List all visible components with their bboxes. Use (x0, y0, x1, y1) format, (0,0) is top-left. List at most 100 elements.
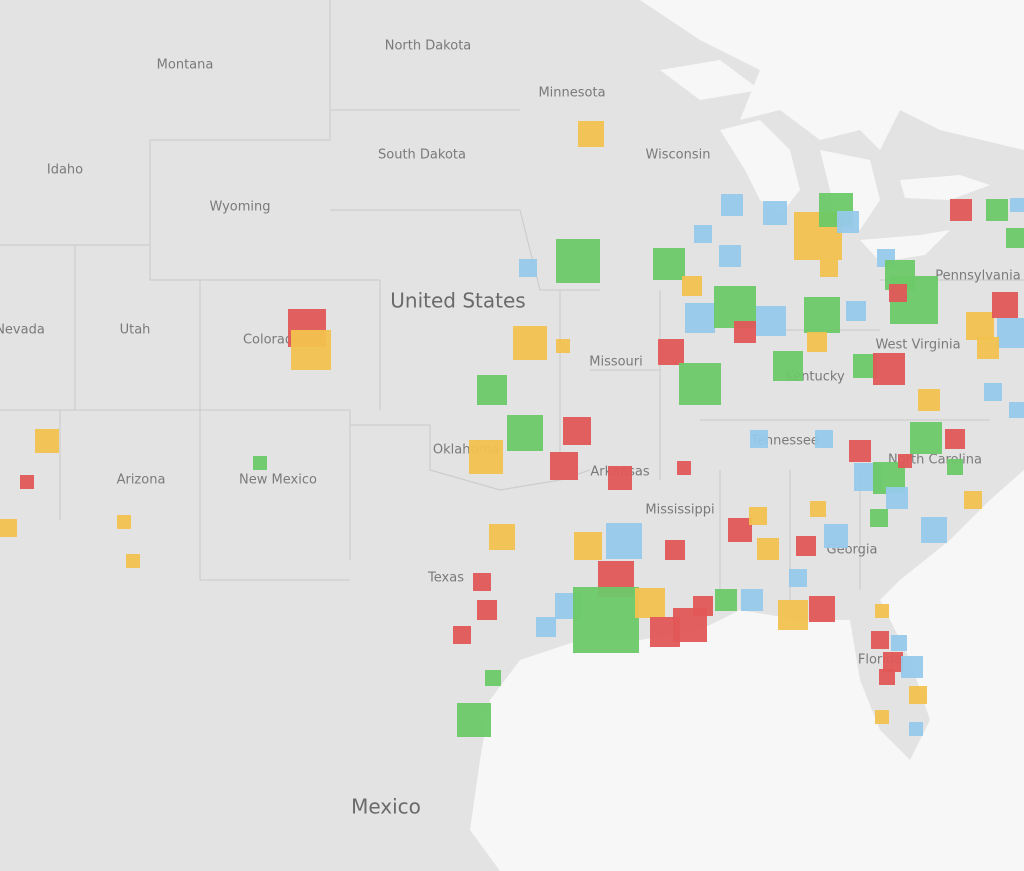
state-label: Minnesota (538, 86, 605, 101)
marker (556, 239, 600, 283)
marker (749, 507, 767, 525)
marker (550, 452, 578, 480)
marker (1006, 228, 1024, 248)
marker (849, 440, 871, 462)
marker (870, 509, 888, 527)
marker (809, 596, 835, 622)
marker (489, 524, 515, 550)
marker (682, 276, 702, 296)
marker (477, 600, 497, 620)
marker (796, 536, 816, 556)
marker (871, 631, 889, 649)
marker (889, 284, 907, 302)
marker (898, 454, 912, 468)
marker (0, 519, 17, 537)
marker (750, 430, 768, 448)
state-label: Mississippi (645, 503, 714, 518)
state-label: Pennsylvania (935, 269, 1020, 284)
marker (947, 459, 963, 475)
marker (773, 351, 803, 381)
marker (126, 554, 140, 568)
country-label: Mexico (351, 795, 421, 819)
marker (719, 245, 741, 267)
marker (291, 330, 331, 370)
marker (986, 199, 1008, 221)
marker (756, 306, 786, 336)
marker (728, 518, 752, 542)
state-label: South Dakota (378, 148, 466, 163)
marker (875, 604, 889, 618)
marker (909, 686, 927, 704)
marker (536, 617, 556, 637)
marker (679, 363, 721, 405)
marker (608, 466, 632, 490)
marker (901, 656, 923, 678)
marker (945, 429, 965, 449)
state-label: New Mexico (239, 473, 317, 488)
marker (574, 532, 602, 560)
marker (873, 353, 905, 385)
marker (789, 569, 807, 587)
marker (886, 487, 908, 509)
state-label: Nevada (0, 323, 45, 338)
marker (964, 491, 982, 509)
marker (815, 430, 833, 448)
state-label: Idaho (47, 163, 83, 178)
marker (997, 318, 1024, 348)
marker (950, 199, 972, 221)
marker (804, 297, 840, 333)
marker (556, 339, 570, 353)
marker (453, 626, 471, 644)
marker (513, 326, 547, 360)
marker (891, 635, 907, 651)
state-label: Utah (120, 323, 151, 338)
marker (741, 589, 763, 611)
state-label: Wisconsin (646, 148, 711, 163)
marker (966, 312, 994, 340)
marker (473, 573, 491, 591)
state-label: Missouri (589, 355, 643, 370)
lake (660, 60, 990, 262)
marker (469, 440, 503, 474)
marker (721, 194, 743, 216)
marker (253, 456, 267, 470)
state-label: Montana (157, 58, 214, 73)
state-label: Arizona (117, 473, 166, 488)
marker (778, 600, 808, 630)
marker (578, 121, 604, 147)
marker (519, 259, 537, 277)
marker (810, 501, 826, 517)
marker (715, 589, 737, 611)
marker (457, 703, 491, 737)
marker (694, 225, 712, 243)
marker (734, 321, 756, 343)
marker (846, 301, 866, 321)
marker (918, 389, 940, 411)
marker (606, 523, 642, 559)
marker (485, 670, 501, 686)
marker (677, 461, 691, 475)
marker (117, 515, 131, 529)
marker (883, 652, 903, 672)
marker (984, 383, 1002, 401)
marker (992, 292, 1018, 318)
marker (20, 475, 34, 489)
marker (573, 587, 639, 653)
state-label: Wyoming (209, 200, 270, 215)
state-label: West Virginia (875, 338, 960, 353)
marker (635, 588, 665, 618)
state-label: North Dakota (385, 39, 472, 54)
marker (665, 540, 685, 560)
marker (685, 303, 715, 333)
marker (875, 710, 889, 724)
marker (693, 596, 713, 616)
marker (909, 722, 923, 736)
marker (977, 337, 999, 359)
marker (807, 332, 827, 352)
marker (563, 417, 591, 445)
marker (507, 415, 543, 451)
marker (1010, 198, 1024, 212)
marker (757, 538, 779, 560)
marker (820, 259, 838, 277)
